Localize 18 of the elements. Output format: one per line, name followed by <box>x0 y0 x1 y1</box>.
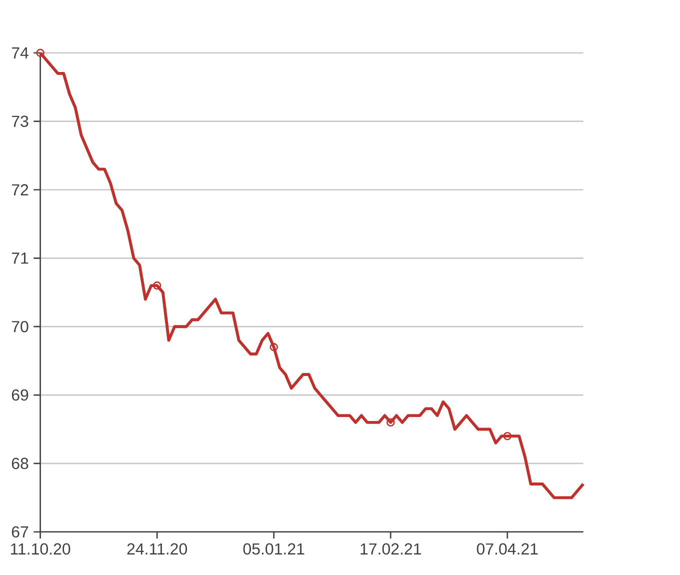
x-tick-label: 17.02.21 <box>360 543 421 555</box>
y-tick-label: 69 <box>12 389 28 401</box>
y-tick-label: 68 <box>12 458 28 470</box>
x-tick-label: 24.11.20 <box>127 543 187 555</box>
point <box>152 281 162 290</box>
x-tick-label: 07.04.21 <box>476 543 538 555</box>
point <box>270 342 278 352</box>
point <box>386 418 395 427</box>
x-tick-label: 05.01.21 <box>243 543 304 555</box>
x-tick-label: 11.10.20 <box>10 543 70 555</box>
y-tick-label: 71 <box>12 252 28 264</box>
point <box>36 48 44 58</box>
y-tick-label: 73 <box>12 116 28 127</box>
y-tick-label: 70 <box>12 320 28 332</box>
y-tick-label: 67 <box>12 526 28 538</box>
y-tick-label: 72 <box>12 184 28 196</box>
point <box>503 432 512 440</box>
y-tick-label: 74 <box>12 47 28 58</box>
